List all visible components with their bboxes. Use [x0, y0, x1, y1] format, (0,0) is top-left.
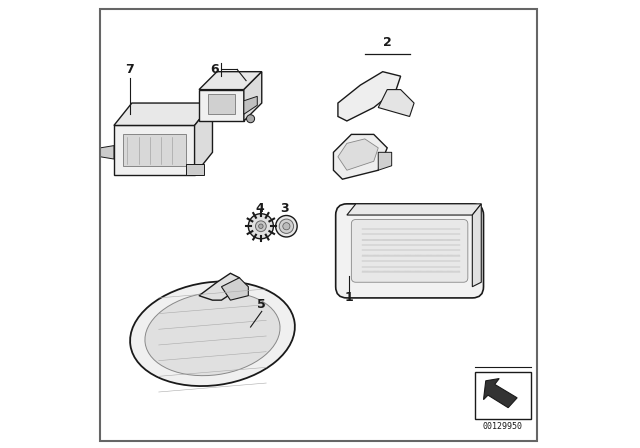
- Polygon shape: [123, 134, 186, 166]
- Polygon shape: [378, 90, 414, 116]
- FancyBboxPatch shape: [475, 372, 531, 419]
- Circle shape: [283, 223, 290, 230]
- Polygon shape: [100, 146, 114, 159]
- Text: 7: 7: [125, 63, 134, 76]
- Text: 5: 5: [257, 298, 266, 311]
- Text: 3: 3: [280, 202, 289, 215]
- Polygon shape: [484, 379, 517, 408]
- Text: 6: 6: [211, 63, 219, 76]
- Polygon shape: [195, 103, 212, 175]
- FancyBboxPatch shape: [336, 204, 484, 298]
- Polygon shape: [244, 96, 257, 114]
- Circle shape: [255, 221, 266, 232]
- Circle shape: [248, 214, 273, 239]
- Ellipse shape: [145, 292, 280, 376]
- Text: 2: 2: [383, 36, 392, 49]
- Text: 4: 4: [255, 202, 264, 215]
- Text: 1: 1: [345, 291, 353, 305]
- Circle shape: [276, 215, 297, 237]
- Polygon shape: [114, 125, 195, 175]
- Circle shape: [246, 115, 255, 123]
- Polygon shape: [199, 90, 244, 121]
- Polygon shape: [338, 72, 401, 121]
- Polygon shape: [199, 273, 239, 300]
- Ellipse shape: [130, 281, 295, 386]
- Polygon shape: [378, 152, 392, 170]
- Polygon shape: [114, 103, 212, 125]
- Polygon shape: [221, 278, 248, 300]
- Circle shape: [259, 224, 263, 228]
- Polygon shape: [244, 72, 262, 121]
- Polygon shape: [338, 139, 378, 170]
- Polygon shape: [333, 134, 387, 179]
- Polygon shape: [208, 94, 235, 114]
- FancyBboxPatch shape: [351, 220, 468, 282]
- Polygon shape: [472, 204, 481, 287]
- Text: 00129950: 00129950: [483, 422, 522, 431]
- Polygon shape: [347, 204, 481, 215]
- Polygon shape: [199, 72, 262, 90]
- Circle shape: [279, 219, 294, 233]
- Polygon shape: [186, 164, 204, 175]
